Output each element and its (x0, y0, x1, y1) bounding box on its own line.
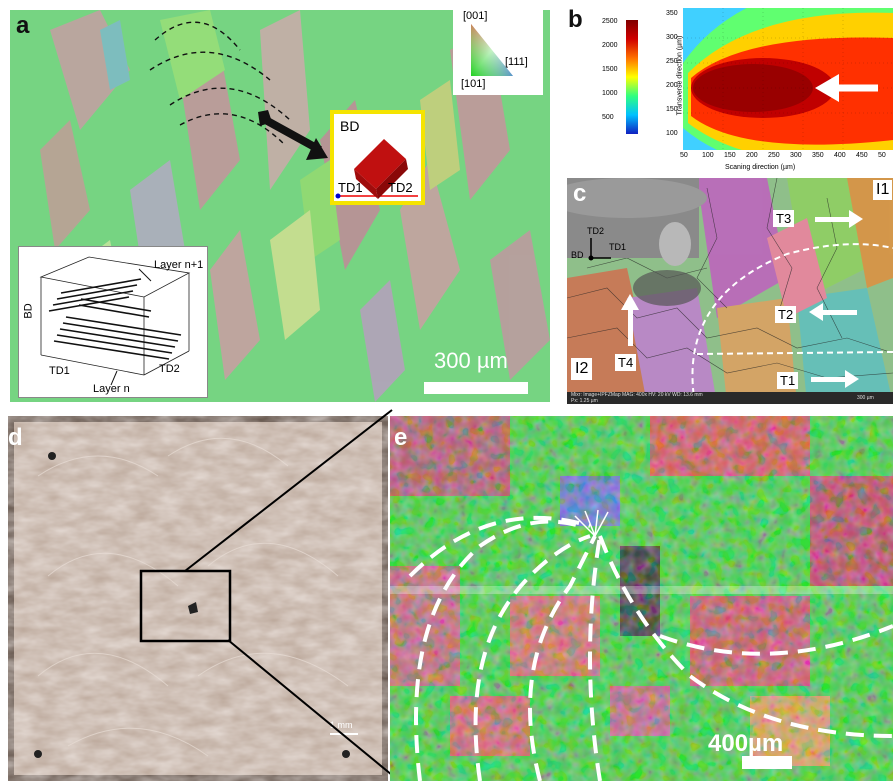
panel-d-scale-label: 1 mm (330, 720, 353, 730)
cube-td2-label: TD2 (388, 180, 413, 195)
region-label-i2: I2 (571, 358, 593, 380)
y-tick-label: 100 (666, 130, 678, 137)
layer-bd-label: BD (22, 303, 35, 319)
colorbar-tick-label: 2000 (602, 42, 618, 49)
x-tick-label: 200 (746, 152, 758, 159)
panel-c-label: c (573, 180, 587, 207)
crystal-cube-icon (335, 139, 418, 199)
cube-td1-label: TD1 (338, 180, 363, 195)
x-tick-label: 100 (702, 152, 714, 159)
x-tick-label: 250 (768, 152, 780, 159)
x-tick-label: 450 (856, 152, 868, 159)
panel-b: b Scaning direction (µm) Transverse dire… (560, 0, 893, 178)
colorbar-tick-label: 2500 (602, 18, 618, 25)
ipf-color-key: [001] [111] [101] (453, 10, 543, 95)
temperature-map (683, 8, 893, 150)
colorbar (626, 20, 638, 134)
y-tick-label: 200 (666, 82, 678, 89)
panel-e-ebsd-map (390, 416, 893, 781)
x-tick-label: 400 (834, 152, 846, 159)
colorbar-tick-label: 1500 (602, 66, 618, 73)
panel-c-footer2: Px: 1.25 µm (571, 398, 598, 404)
panel-c: c I1 I2 T3 T2 T1 T4 TD2 TD1 BD Mixr: Ima… (567, 178, 893, 404)
arrow-label-t2: T2 (775, 306, 797, 323)
arrow-label-t1: T1 (777, 372, 799, 389)
layer-inset: BD Layer n+1 TD1 TD2 Layer n (18, 246, 208, 398)
axis-bd-label: BD (571, 250, 584, 260)
panel-d: d 1 mm (8, 416, 388, 781)
panel-a: [001] [111] [101] BD TD1 TD2 (10, 10, 550, 402)
x-tick-label: 50 (878, 152, 886, 159)
panel-e-label: e (394, 424, 408, 451)
axis-td2-label: TD2 (587, 226, 605, 236)
y-tick-label: 250 (666, 58, 678, 65)
arrow-label-t4: T4 (615, 354, 637, 371)
layer-td1-label: TD1 (49, 365, 70, 377)
y-tick-label: 150 (666, 106, 678, 113)
panel-e: e 400µm (390, 416, 893, 781)
x-tick-label: 350 (812, 152, 824, 159)
x-tick-label: 150 (724, 152, 736, 159)
colorbar-tick-label: 500 (602, 114, 614, 121)
panel-b-xlabel: Scaning direction (µm) (725, 164, 796, 171)
layer-td2-label: TD2 (159, 363, 180, 375)
region-label-i1: I1 (873, 180, 893, 200)
cube-bd-label: BD (340, 118, 360, 134)
panel-e-scale-label: 400µm (708, 730, 784, 757)
panel-c-footer: Mixr: Image+IPFZMap MAG: 400x HV: 20 kV … (571, 392, 703, 398)
x-tick-label: 50 (680, 152, 688, 159)
panel-a-scale-label: 300 µm (434, 348, 508, 373)
ipf-001-label: [001] (463, 10, 488, 22)
axis-td1-label: TD1 (609, 242, 627, 252)
ipf-111-label: [111] (505, 56, 528, 68)
cube-inset: BD TD1 TD2 (330, 110, 425, 205)
y-tick-label: 300 (666, 34, 678, 41)
layer-bottom-label: Layer n (93, 383, 130, 395)
panel-b-label: b (568, 6, 583, 33)
layer-top-label: Layer n+1 (154, 259, 204, 271)
panel-c-scale: 300 µm (857, 395, 874, 401)
ipf-101-label: [101] (461, 78, 486, 90)
arrow-label-t3: T3 (773, 210, 795, 227)
y-tick-label: 350 (666, 10, 678, 17)
x-tick-label: 300 (790, 152, 802, 159)
panel-d-label: d (8, 424, 23, 451)
panel-a-label: a (16, 12, 30, 39)
colorbar-tick-label: 1000 (602, 90, 618, 97)
panel-a-scale-bar (424, 382, 528, 394)
